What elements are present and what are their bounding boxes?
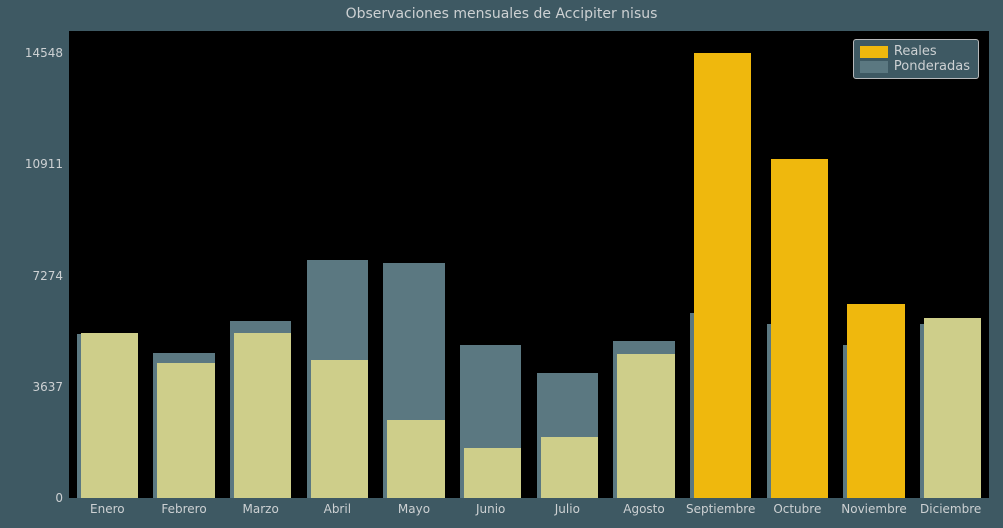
- chart-title: Observaciones mensuales de Accipiter nis…: [0, 6, 1003, 22]
- ytick-label: 7274: [32, 269, 69, 283]
- xtick-label: Enero: [90, 498, 125, 516]
- xtick-label: Septiembre: [686, 498, 755, 516]
- ytick-label: 10911: [25, 157, 69, 171]
- xtick-label: Agosto: [623, 498, 664, 516]
- bar-reales: [924, 318, 982, 498]
- legend-item: Ponderadas: [860, 59, 970, 74]
- bar-reales: [694, 53, 752, 498]
- bar-reales: [847, 304, 905, 498]
- legend: RealesPonderadas: [853, 39, 979, 79]
- ytick-label: 0: [55, 491, 69, 505]
- legend-label: Reales: [894, 44, 937, 59]
- bar-reales: [157, 363, 215, 498]
- ytick-label: 14548: [25, 46, 69, 60]
- ytick-label: 3637: [32, 380, 69, 394]
- xtick-label: Febrero: [161, 498, 206, 516]
- xtick-label: Julio: [555, 498, 580, 516]
- xtick-label: Diciembre: [920, 498, 981, 516]
- legend-item: Reales: [860, 44, 970, 59]
- bar-reales: [771, 159, 829, 498]
- xtick-label: Marzo: [243, 498, 279, 516]
- plot-area: RealesPonderadas 0363772741091114548Ener…: [69, 31, 989, 498]
- bar-reales: [234, 333, 292, 498]
- bar-reales: [464, 448, 522, 498]
- bar-reales: [617, 354, 675, 498]
- legend-swatch: [860, 46, 888, 58]
- xtick-label: Octubre: [773, 498, 821, 516]
- legend-swatch: [860, 61, 888, 73]
- bar-reales: [541, 437, 599, 498]
- bar-reales: [311, 360, 369, 498]
- xtick-label: Noviembre: [841, 498, 907, 516]
- xtick-label: Junio: [476, 498, 505, 516]
- xtick-label: Mayo: [398, 498, 430, 516]
- bar-reales: [387, 420, 445, 498]
- legend-label: Ponderadas: [894, 59, 970, 74]
- bar-reales: [81, 333, 139, 498]
- xtick-label: Abril: [324, 498, 351, 516]
